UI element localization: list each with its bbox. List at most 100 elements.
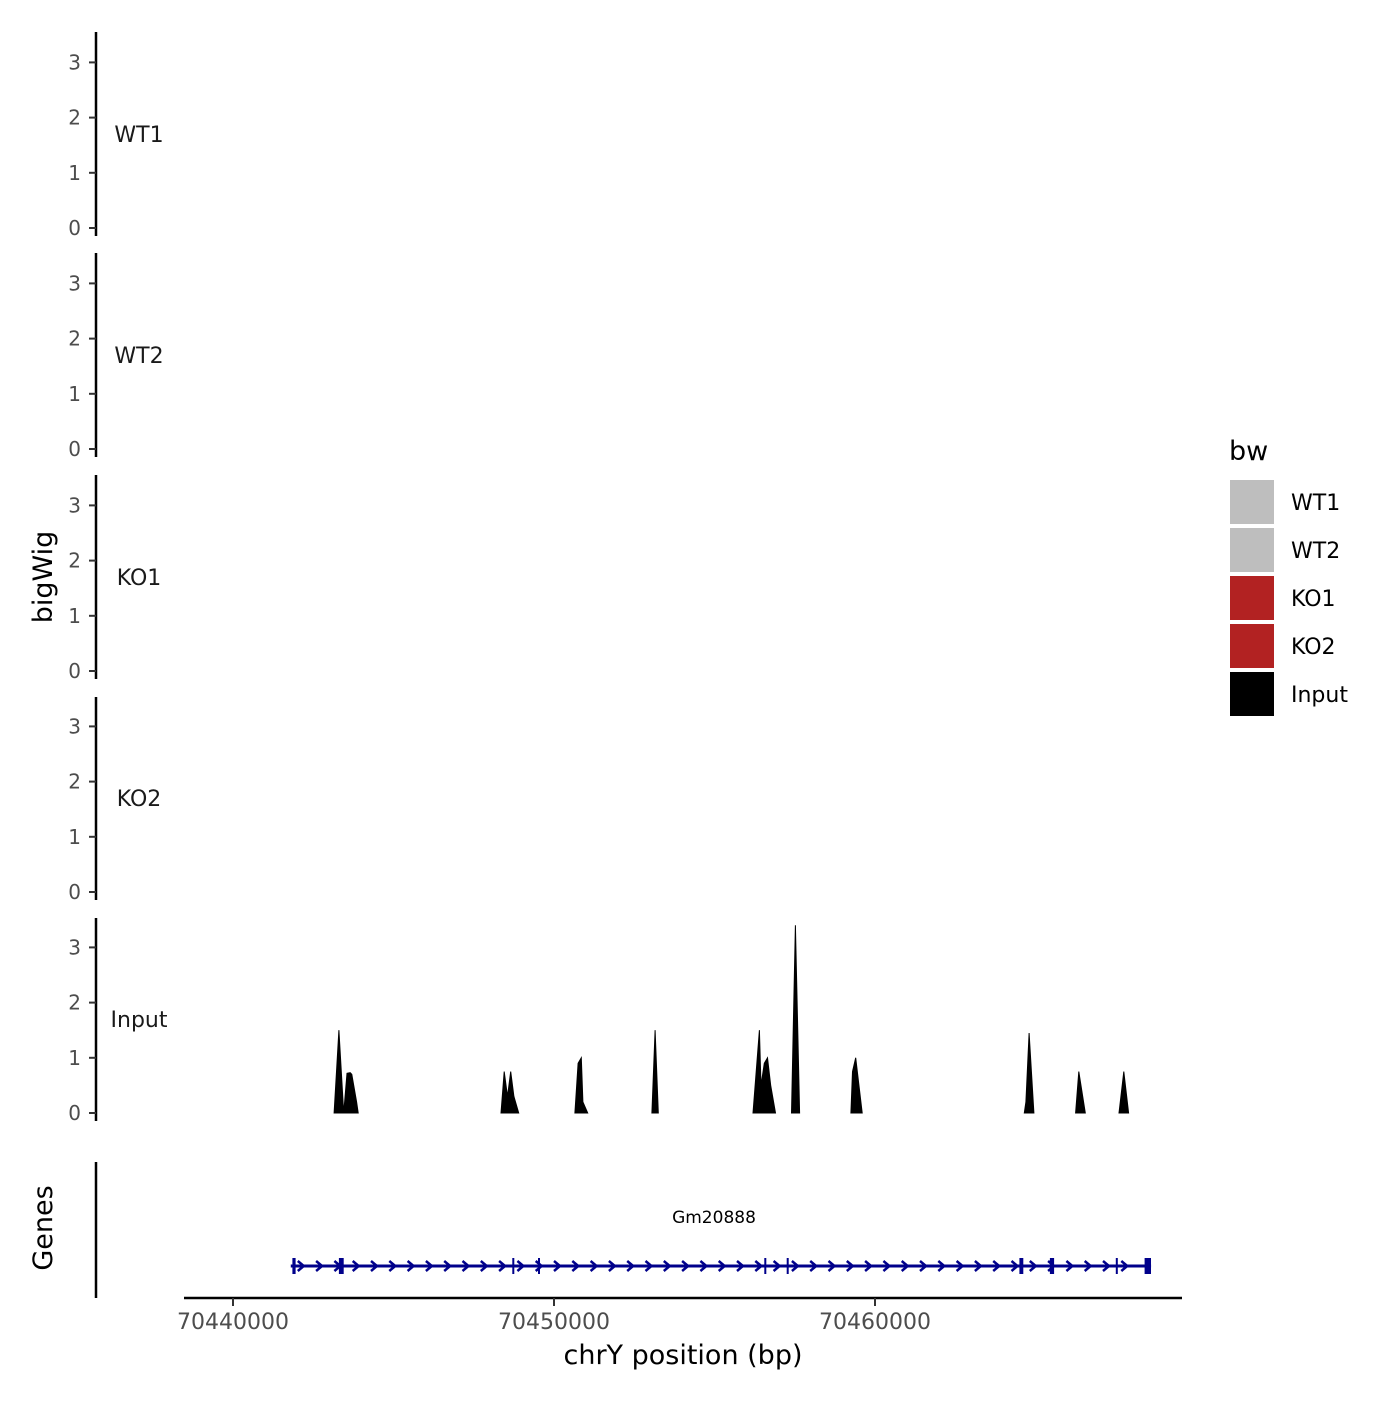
track-panel-input: 0 1 2 3 Input (68, 918, 1130, 1125)
legend-label-ko1: KO1 (1291, 587, 1336, 612)
strand-arrow (699, 1260, 709, 1272)
y-tick-label: 0 (68, 880, 81, 904)
strand-arrow (992, 1260, 1002, 1272)
y-tick-label: 3 (68, 271, 81, 295)
strand-arrow (1010, 1260, 1020, 1272)
track-label: KO2 (117, 787, 162, 812)
x-tick-label: 70440000 (177, 1310, 289, 1335)
strand-arrow (406, 1260, 416, 1272)
y-tick-label: 1 (68, 382, 81, 406)
strand-arrow (553, 1260, 562, 1272)
gene-exon (1049, 1258, 1055, 1274)
signal-peak (752, 1030, 777, 1114)
strand-arrow (516, 1260, 526, 1272)
strand-arrow (882, 1260, 892, 1272)
gene-exon (338, 1258, 344, 1274)
y-tick-label: 1 (68, 1046, 81, 1070)
strand-arrow (498, 1260, 508, 1272)
strand-arrow (662, 1260, 672, 1272)
strand-arrow (388, 1260, 398, 1272)
y-axis-title: bigWig (28, 531, 59, 624)
strand-arrow (772, 1260, 782, 1272)
gene-exon (786, 1258, 789, 1274)
strand-arrow (736, 1260, 745, 1272)
y-tick-label: 3 (68, 935, 81, 959)
signal-peak (1075, 1071, 1086, 1114)
y-tick-label: 2 (68, 991, 81, 1015)
y-tick-label: 0 (68, 437, 81, 461)
y-tick-label: 3 (68, 714, 81, 738)
strand-arrow (791, 1260, 800, 1272)
y-tick-label: 1 (68, 604, 81, 628)
strand-arrow (1083, 1260, 1093, 1272)
gene-exon (538, 1258, 540, 1274)
legend-key-wt1 (1230, 480, 1274, 524)
strand-arrow (900, 1260, 910, 1272)
strand-arrow (919, 1260, 928, 1272)
strand-arrow (425, 1260, 434, 1272)
signal-peak (500, 1071, 520, 1114)
track-label: WT2 (114, 344, 163, 369)
y-tick-label: 0 (68, 1101, 81, 1125)
strand-arrow (315, 1260, 325, 1272)
strand-arrow (809, 1260, 819, 1272)
y-tick-label: 0 (68, 216, 81, 240)
x-axis-title: chrY position (bp) (563, 1340, 802, 1371)
strand-arrow (479, 1260, 489, 1272)
legend: bw WT1 WT2 KO1 KO2 Input (1229, 436, 1348, 716)
strand-arrow (845, 1260, 855, 1272)
strand-arrow (681, 1260, 691, 1272)
y-tick-label: 3 (68, 493, 81, 517)
strand-arrow (1028, 1260, 1038, 1272)
track-panels: 0 1 2 3 WT1 0 1 2 3 WT2 0 1 2 3 KO1 0 1 2 3 KO2 0 1 2 3 Input (68, 32, 1130, 1125)
signal-peak (850, 1057, 863, 1114)
gene-exon (1019, 1258, 1024, 1274)
legend-key-ko1 (1230, 576, 1274, 620)
signal-peak (574, 1056, 589, 1114)
strand-arrow (370, 1260, 379, 1272)
strand-arrow (1102, 1260, 1111, 1272)
strand-arrow (864, 1260, 874, 1272)
strand-arrow (461, 1260, 471, 1272)
legend-key-ko2 (1230, 624, 1274, 668)
gene-exon (1115, 1258, 1118, 1274)
y-tick-label: 1 (68, 825, 81, 849)
y-tick-label: 2 (68, 327, 81, 351)
legend-label-ko2: KO2 (1291, 635, 1336, 660)
gene-exon (1144, 1258, 1151, 1274)
signal-peak (651, 1030, 659, 1114)
legend-title: bw (1229, 436, 1268, 467)
gene-exon (764, 1258, 767, 1274)
strand-arrow (571, 1260, 581, 1272)
gene-name-label: Gm20888 (672, 1208, 756, 1228)
track-label: Input (111, 1008, 168, 1033)
signal-peak (1023, 1032, 1035, 1114)
legend-key-input (1230, 672, 1274, 716)
legend-label-input: Input (1291, 683, 1348, 708)
strand-arrow (644, 1260, 654, 1272)
x-axis: 70440000 70450000 70460000 (177, 1296, 1182, 1335)
x-tick-label: 70460000 (819, 1310, 931, 1335)
gene-model (290, 1258, 1152, 1274)
track-label: WT1 (114, 123, 163, 148)
y-tick-label: 2 (68, 549, 81, 573)
legend-key-wt2 (1230, 528, 1274, 572)
legend-label-wt1: WT1 (1291, 491, 1340, 516)
strand-arrow (443, 1260, 453, 1272)
strand-arrow (534, 1260, 544, 1272)
strand-arrow (589, 1260, 599, 1272)
strand-arrow (955, 1260, 965, 1272)
strand-arrow (296, 1260, 306, 1272)
genes-axis-title: Genes (28, 1185, 59, 1270)
y-tick-label: 1 (68, 161, 81, 185)
strand-arrow (937, 1260, 947, 1272)
track-panel-wt2: 0 1 2 3 WT2 (68, 253, 164, 461)
strand-arrow (608, 1260, 617, 1272)
y-tick-label: 0 (68, 659, 81, 683)
signal-peak (790, 925, 801, 1114)
y-tick-label: 3 (68, 50, 81, 74)
genes-panel: Genes Gm20888 (28, 1162, 1152, 1298)
strand-arrow (754, 1260, 764, 1272)
